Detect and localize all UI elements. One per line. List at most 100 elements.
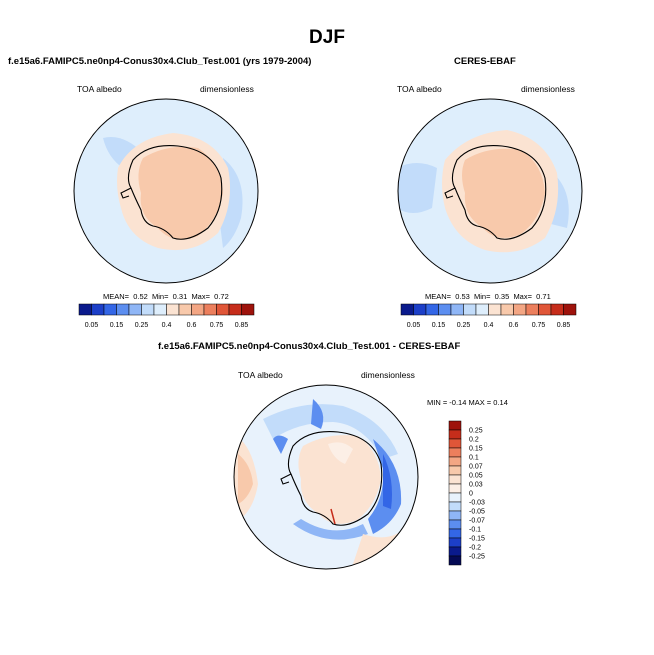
panel-3-colorbar-tick: 0 [469,491,473,498]
panel-3-colorbar-box [448,438,462,449]
panel-2-colorbar-tick: 0.25 [457,322,471,329]
panel-3-colorbar-tick: -0.15 [469,536,485,543]
panel-3-colorbar-tick: 0.07 [469,464,483,471]
panel-3-colorbar-box [448,537,462,548]
panel-3-colorbar-box [448,546,462,557]
panel-1-colorbar-box [91,303,105,316]
page-title: DJF [309,27,345,48]
panel-3-colorbar-box [448,555,462,566]
panel-2-mean-label: MEAN= [425,292,452,301]
panel-3-colorbar-box [448,474,462,485]
panel-2-colorbar: 0.050.150.250.40.60.750.850.95 [400,303,577,329]
panel-1-colorbar-tick: 0.15 [110,322,124,329]
panel-2-stats: MEAN= 0.53 Min= 0.35 Max= 0.71 [425,292,551,301]
panel-2-colorbar-box [538,303,552,316]
panel-1-units: dimensionless [200,84,254,94]
panel-2-colorbar-box [463,303,477,316]
panel-1-title: f.e15a6.FAMIPC5.ne0np4-Conus30x4.Club_Te… [8,56,312,67]
panel-3-field [234,385,418,569]
panel-3-colorbar-tick: -0.07 [469,518,485,525]
panel-3-colorbar-tick: -0.25 [469,554,485,561]
panel-3-colorbar-box [448,510,462,521]
panel-3-colorbar-box [448,429,462,440]
panel-2-units: dimensionless [521,84,575,94]
panel-2-max-label: Max= [513,292,532,301]
panel-3-colorbar-box [448,447,462,458]
panel-1-colorbar-tick: 0.05 [85,322,99,329]
panel-1-colorbar-box [203,303,217,316]
panel-1-colorbar-tick: 0.85 [235,322,249,329]
panel-1-max-value: 0.72 [214,292,229,301]
panel-1-colorbar-box [228,303,242,316]
panel-2-colorbar-tick: 0.4 [484,322,494,329]
panel-2-colorbar-box [450,303,464,316]
panel-3-colorbar-tick: -0.05 [469,509,485,516]
panel-1-colorbar-box [78,303,92,316]
panel-1-colorbar-tick: 0.25 [135,322,149,329]
panel-3-colorbar-box [448,501,462,512]
panel-2-colorbar-box [500,303,514,316]
panel-3-variable: TOA albedo [238,370,283,380]
panel-3-colorbar-box [448,492,462,503]
panel-2-colorbar-box [475,303,489,316]
panel-3-colorbar-tick: -0.03 [469,500,485,507]
panel-3-colorbar-tick: 0.03 [469,482,483,489]
panel-3-colorbar-box [448,456,462,467]
panel-1-stats: MEAN= 0.52 Min= 0.31 Max= 0.72 [103,292,229,301]
panel-2-map [397,98,583,284]
panel-2-colorbar-tick: 0.75 [532,322,546,329]
panel-2-colorbar-tick: 0.05 [407,322,421,329]
panel-2-colorbar-box [525,303,539,316]
panel-1-colorbar-box [216,303,230,316]
panel-2-field [398,99,582,283]
panel-3-colorbar: 0.25 0.2 0.15 0.1 0.07 0.05 0.03 0 -0.03 -0.05 -0.… [448,420,485,566]
panel-2-colorbar-box [438,303,452,316]
panel-3-colorbar-box [448,420,462,431]
panel-3-colorbar-box [448,519,462,530]
panel-2-colorbar-tick: 0.85 [557,322,571,329]
panel-3-title: f.e15a6.FAMIPC5.ne0np4-Conus30x4.Club_Te… [158,341,461,352]
panel-3-colorbar-tick: 0.2 [469,437,479,444]
panel-2-colorbar-box [513,303,527,316]
panel-3-colorbar-tick: 0.05 [469,473,483,480]
panel-1-min-label: Min= [152,292,169,301]
panel-1-colorbar-tick: 0.4 [162,322,172,329]
panel-2-variable: TOA albedo [397,84,442,94]
panel-2-min-value: 0.35 [494,292,510,301]
panel-1-colorbar-tick: 0.6 [187,322,197,329]
panel-1-mean-label: MEAN= [103,292,130,301]
panel-2-colorbar-box [488,303,502,316]
panel-2-title: CERES-EBAF [454,56,516,67]
panel-1-colorbar-box [191,303,205,316]
panel-1-colorbar-box [103,303,117,316]
panel-3-colorbar-box [448,465,462,476]
panel-2-colorbar-tick: 0.6 [509,322,519,329]
panel-1-colorbar-box [178,303,192,316]
panel-2-colorbar-box [413,303,427,316]
panel-3-colorbar-tick: 0.15 [469,446,483,453]
panel-2-colorbar-box [425,303,439,316]
panel-2-colorbar-box [563,303,577,316]
panel-1-colorbar-box [141,303,155,316]
panel-2-mean-value: 0.53 [455,292,470,301]
panel-1-colorbar-box [153,303,167,316]
panel-1-map [73,98,259,284]
panel-2-min-label: Min= [474,292,491,301]
panel-3-stats: MIN = -0.14 MAX = 0.14 [427,398,508,407]
panel-3-map [233,384,419,570]
panel-1-colorbar: 0.050.150.250.40.60.750.850.95 [78,303,255,329]
panel-1-colorbar-box [166,303,180,316]
panel-1-colorbar-tick: 0.75 [210,322,224,329]
panel-2-max-value: 0.71 [536,292,551,301]
panel-1-variable: TOA albedo [77,84,122,94]
panel-1-colorbar-box [241,303,255,316]
panel-3-units: dimensionless [361,370,415,380]
panel-3-colorbar-tick: 0.1 [469,455,479,462]
panel-2-colorbar-box [550,303,564,316]
panel-1-field [74,99,258,283]
panel-2-colorbar-tick: 0.15 [432,322,446,329]
panel-2-colorbar-box [400,303,414,316]
panel-3-colorbar-tick: -0.2 [469,545,481,552]
panel-3-colorbar-tick: -0.1 [469,527,481,534]
panel-1-max-label: Max= [191,292,210,301]
